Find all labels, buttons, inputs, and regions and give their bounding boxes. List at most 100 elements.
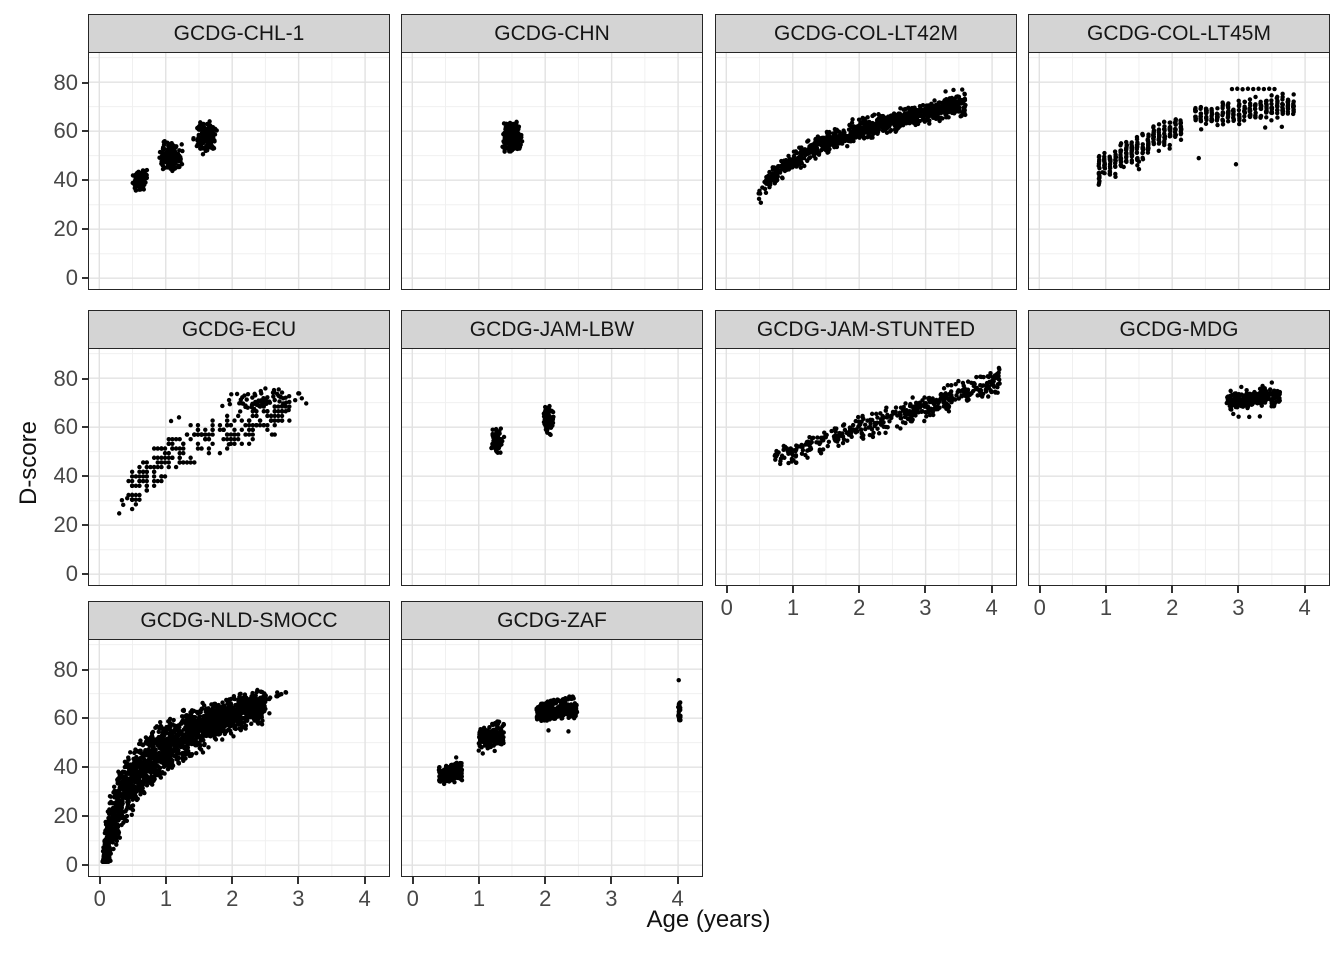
- y-tick-label: 80: [53, 365, 78, 391]
- x-tick-label: 3: [605, 886, 618, 911]
- scatter-points-gcdg-zaf: [402, 640, 702, 876]
- facet-label: GCDG-CHL-1: [173, 21, 305, 45]
- x-tick-label: 0: [720, 595, 733, 620]
- facet-label: GCDG-NLD-SMOCC: [140, 608, 338, 632]
- x-tick-mark: [924, 586, 927, 593]
- facet-strip-gcdg-jam-lbw: GCDG-JAM-LBW: [401, 310, 703, 348]
- x-tick-label: 0: [93, 886, 106, 911]
- x-tick-label: 2: [539, 886, 552, 911]
- x-tick-mark: [791, 586, 794, 593]
- x-tick-label: 2: [1166, 595, 1179, 620]
- y-tick-mark: [82, 276, 88, 279]
- x-tick-label: 0: [406, 886, 419, 911]
- y-tick-label: 20: [53, 511, 78, 537]
- x-tick-mark: [1104, 586, 1107, 593]
- x-tick-mark: [858, 586, 861, 593]
- x-tick-mark: [411, 877, 414, 884]
- y-tick-label: 40: [53, 167, 78, 193]
- x-tick-label: 3: [919, 595, 932, 620]
- x-tick-label: 3: [292, 886, 305, 911]
- facet-strip-gcdg-chl-1: GCDG-CHL-1: [88, 14, 390, 52]
- scatter-panel-gcdg-jam-lbw: [401, 348, 703, 586]
- y-tick-label: 0: [65, 264, 78, 290]
- x-tick-mark: [610, 877, 613, 884]
- facet-label: GCDG-JAM-LBW: [469, 317, 635, 341]
- x-tick-label: 4: [985, 595, 998, 620]
- x-tick-mark: [1237, 586, 1240, 593]
- facet-label: GCDG-COL-LT45M: [1087, 21, 1271, 45]
- y-tick-label: 20: [53, 802, 78, 828]
- x-tick-mark: [164, 877, 167, 884]
- y-tick-mark: [82, 814, 88, 817]
- facet-label: GCDG-ZAF: [497, 608, 607, 632]
- scatter-panel-gcdg-chl-1: [88, 52, 390, 290]
- x-tick-mark: [1303, 586, 1306, 593]
- scatter-points-gcdg-nld-smocc: [89, 640, 389, 876]
- scatter-panel-gcdg-nld-smocc: [88, 639, 390, 877]
- y-tick-label: 80: [53, 656, 78, 682]
- x-axis-title: Age (years): [646, 906, 771, 933]
- y-tick-mark: [82, 863, 88, 866]
- y-tick-label: 60: [53, 118, 78, 144]
- scatter-panel-gcdg-col-lt45m: [1028, 52, 1330, 290]
- y-tick-label: 80: [53, 69, 78, 95]
- scatter-points-gcdg-jam-lbw: [402, 349, 702, 585]
- scatter-points-gcdg-ecu: [89, 349, 389, 585]
- scatter-points-gcdg-chn: [402, 53, 702, 289]
- x-tick-label: 1: [786, 595, 800, 620]
- x-tick-mark: [990, 586, 993, 593]
- y-tick-mark: [82, 179, 88, 182]
- y-tick-label: 20: [53, 215, 78, 241]
- y-tick-mark: [82, 377, 88, 380]
- x-tick-label: 1: [159, 886, 173, 911]
- x-tick-mark: [231, 877, 234, 884]
- facet-label: GCDG-JAM-STUNTED: [756, 317, 976, 341]
- scatter-panel-gcdg-jam-stunted: [715, 348, 1017, 586]
- y-tick-mark: [82, 227, 88, 230]
- facet-strip-gcdg-mdg: GCDG-MDG: [1028, 310, 1330, 348]
- scatter-points-gcdg-col-lt45m: [1029, 53, 1329, 289]
- facet-strip-gcdg-col-lt45m: GCDG-COL-LT45M: [1028, 14, 1330, 52]
- facet-strip-gcdg-jam-stunted: GCDG-JAM-STUNTED: [715, 310, 1017, 348]
- y-tick-label: 60: [53, 705, 78, 731]
- x-tick-label: 4: [1298, 595, 1311, 620]
- y-tick-mark: [82, 572, 88, 575]
- x-tick-label: 4: [358, 886, 371, 911]
- facet-label: GCDG-CHN: [494, 21, 610, 45]
- x-tick-mark: [1171, 586, 1174, 593]
- x-tick-label: 3: [1232, 595, 1245, 620]
- x-tick-label: 2: [226, 886, 239, 911]
- facet-strip-gcdg-zaf: GCDG-ZAF: [401, 601, 703, 639]
- scatter-panel-gcdg-ecu: [88, 348, 390, 586]
- y-tick-mark: [82, 766, 88, 769]
- x-tick-label: 1: [472, 886, 486, 911]
- scatter-panel-gcdg-mdg: [1028, 348, 1330, 586]
- scatter-panel-gcdg-chn: [401, 52, 703, 290]
- scatter-panel-gcdg-col-lt42m: [715, 52, 1017, 290]
- y-tick-label: 40: [53, 754, 78, 780]
- y-tick-mark: [82, 523, 88, 526]
- y-tick-mark: [82, 130, 88, 133]
- y-tick-mark: [82, 426, 88, 429]
- y-tick-label: 0: [65, 851, 78, 877]
- x-tick-label: 0: [1033, 595, 1046, 620]
- y-tick-label: 40: [53, 463, 78, 489]
- scatter-points-gcdg-mdg: [1029, 349, 1329, 585]
- y-tick-mark: [82, 81, 88, 84]
- scatter-points-gcdg-col-lt42m: [716, 53, 1016, 289]
- x-tick-mark: [1038, 586, 1041, 593]
- facet-strip-gcdg-col-lt42m: GCDG-COL-LT42M: [715, 14, 1017, 52]
- scatter-points-gcdg-chl-1: [89, 53, 389, 289]
- x-tick-mark: [297, 877, 300, 884]
- facet-strip-gcdg-chn: GCDG-CHN: [401, 14, 703, 52]
- x-tick-mark: [725, 586, 728, 593]
- facet-label: GCDG-MDG: [1119, 317, 1239, 341]
- y-tick-label: 0: [65, 560, 78, 586]
- facet-label: GCDG-ECU: [181, 317, 297, 341]
- x-tick-label: 4: [671, 886, 684, 911]
- x-tick-mark: [363, 877, 366, 884]
- y-tick-label: 60: [53, 414, 78, 440]
- facet-strip-gcdg-nld-smocc: GCDG-NLD-SMOCC: [88, 601, 390, 639]
- x-tick-mark: [676, 877, 679, 884]
